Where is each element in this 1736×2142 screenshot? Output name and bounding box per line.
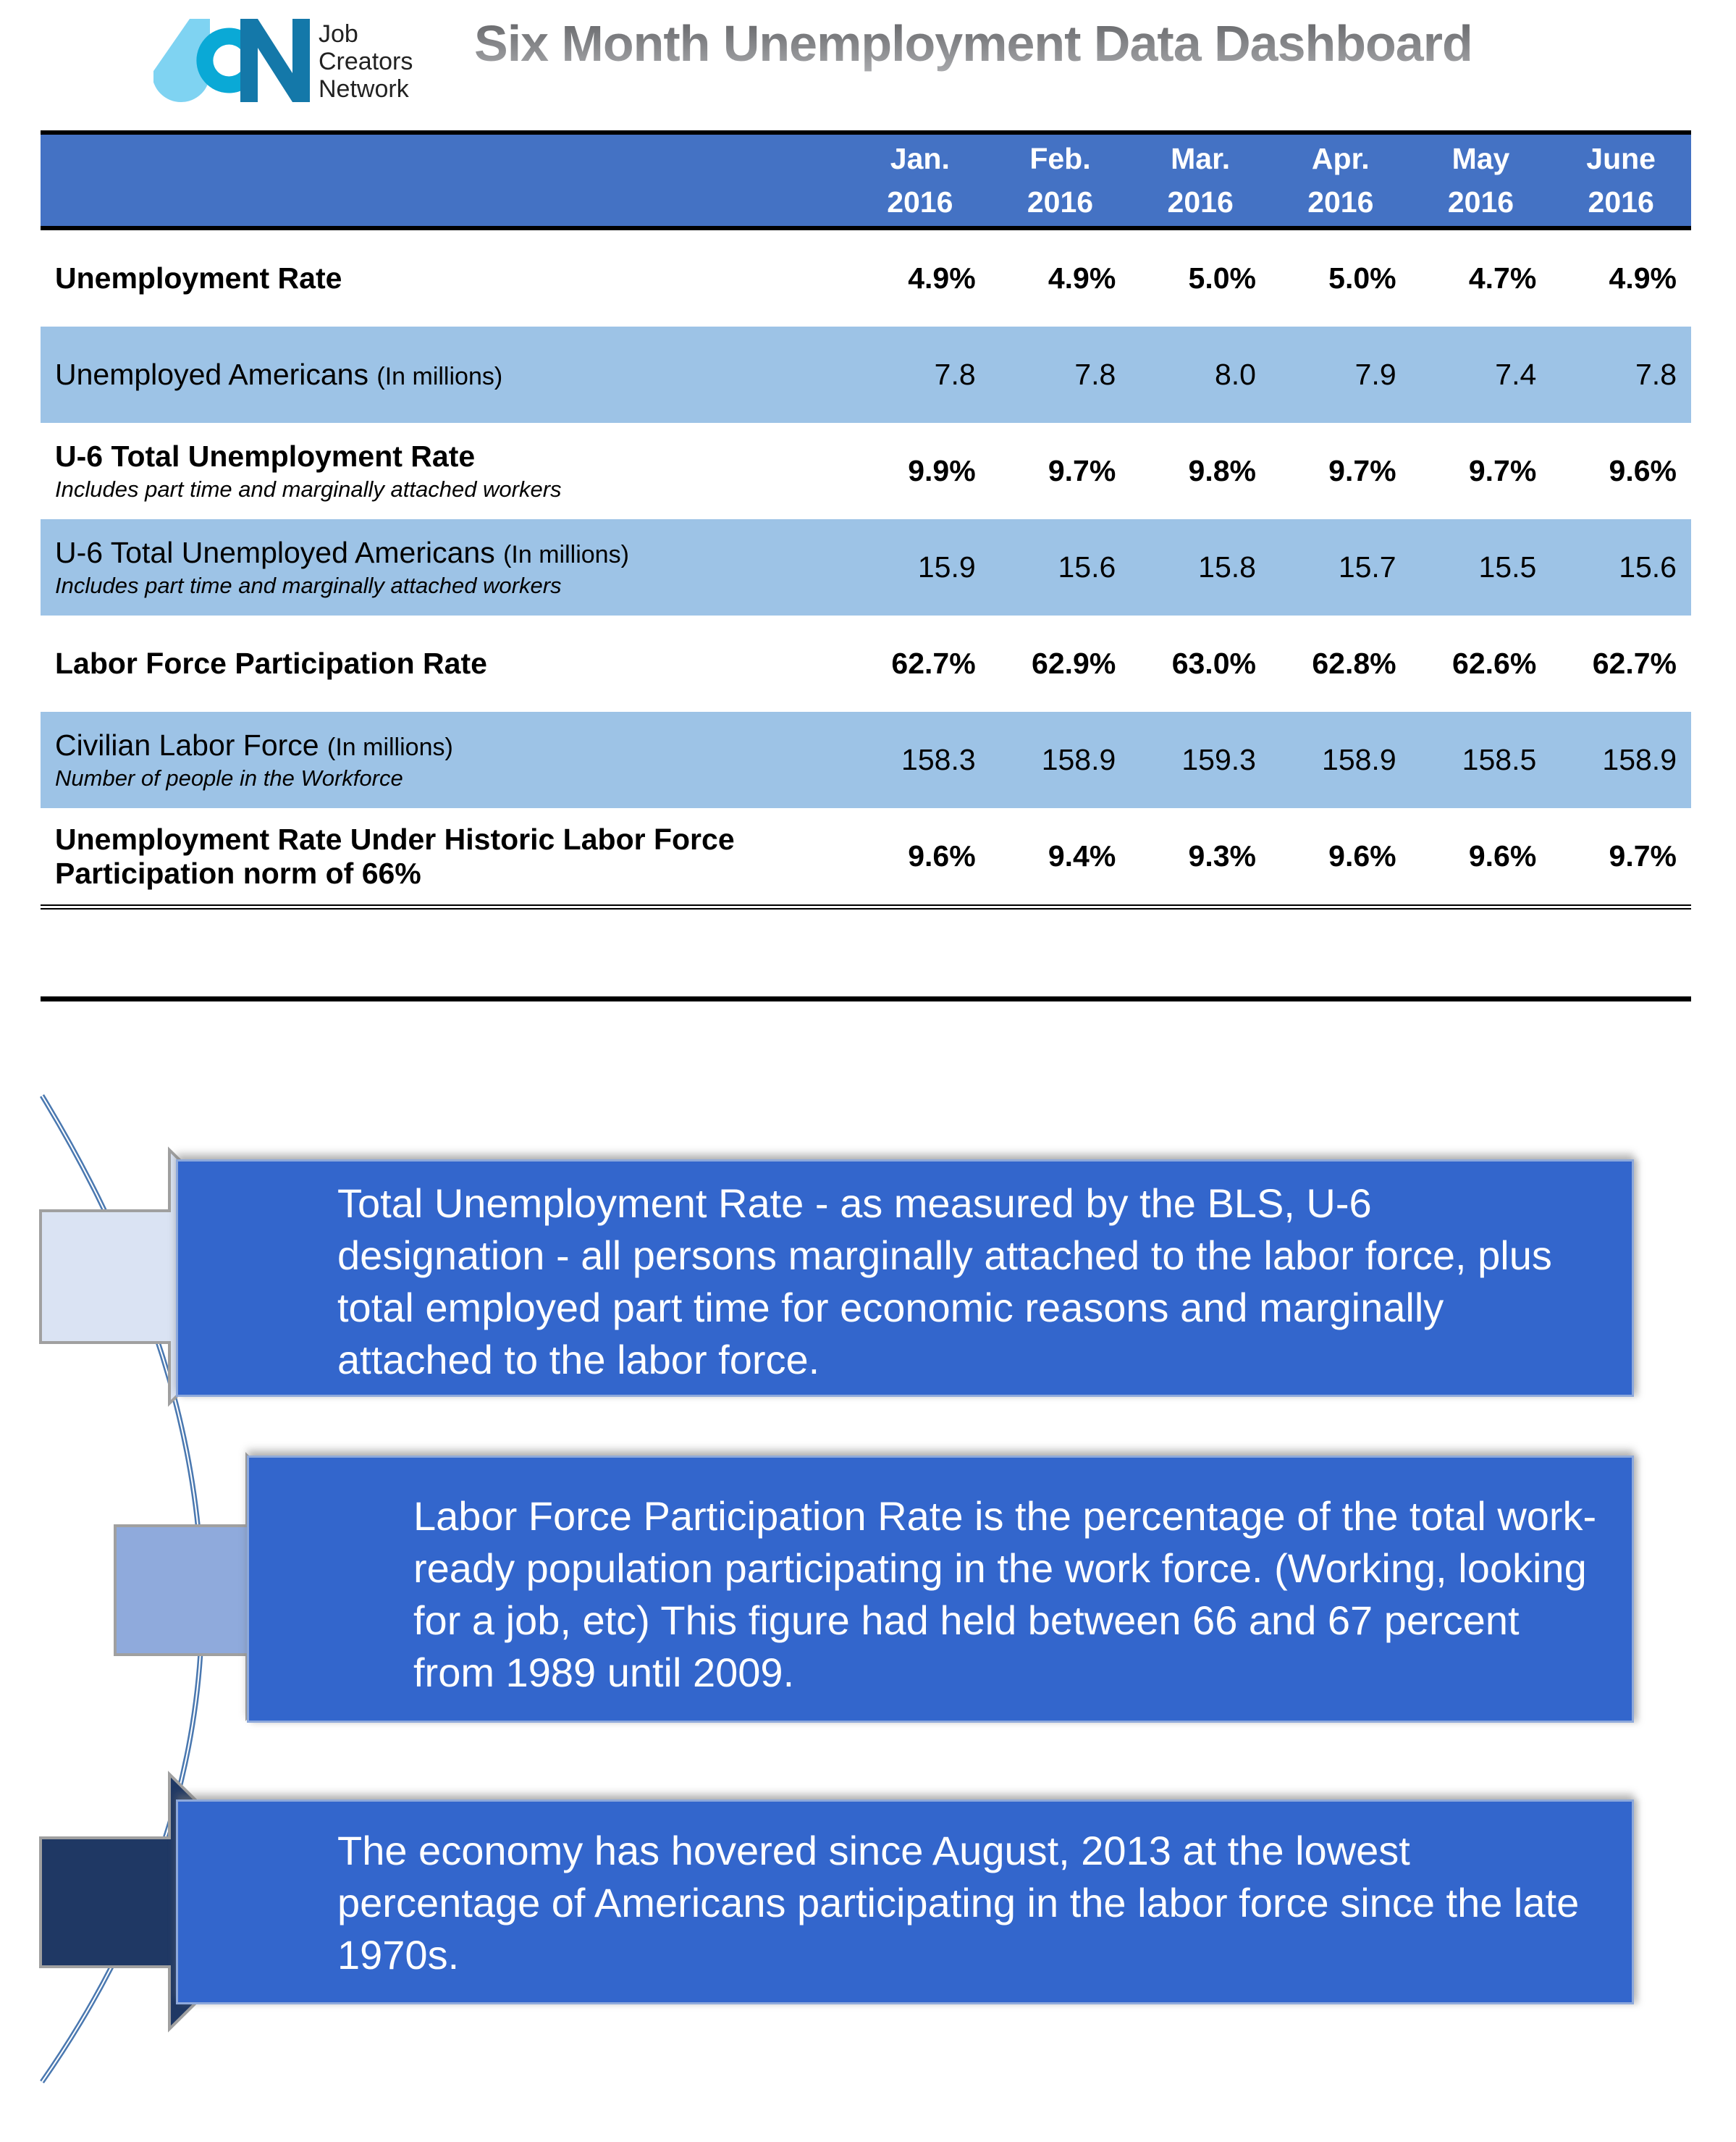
row-label-cell: Unemployment Rate Under Historic Labor F… — [41, 808, 850, 910]
value-cell: 9.3% — [1130, 808, 1271, 910]
jcn-logo: Job Creators Network — [152, 19, 458, 103]
note-box-economy: The economy has hovered since August, 20… — [176, 1799, 1634, 2004]
value-cell: 15.8 — [1130, 519, 1271, 616]
value-cell: 63.0% — [1171, 647, 1256, 680]
value-cell: 15.6 — [990, 519, 1131, 616]
table-header-row: Jan. 2016 Feb. 2016 Mar. 2016 Apr. 2016 May 2… — [41, 130, 1691, 230]
row-label-cell: U-6 Total Unemployment Rate Includes part… — [41, 423, 850, 519]
value-cell: 159.3 — [1130, 712, 1271, 808]
column-header: Feb. 2016 — [990, 130, 1131, 230]
page-title: Six Month Unemployment Data Dashboard — [474, 15, 1473, 72]
value-cell: 15.7 — [1270, 519, 1411, 616]
value-cell: 9.6% — [850, 808, 990, 910]
value-cell: 62.7% — [1592, 647, 1677, 680]
table-row: Labor Force Participation Rate 62.7% 62.9%… — [41, 616, 1691, 712]
row-unit: (In millions) — [327, 734, 453, 761]
column-header: Apr. 2016 — [1270, 130, 1411, 230]
row-label: Unemployed Americans — [55, 358, 377, 391]
value-cell: 15.5 — [1410, 519, 1551, 616]
note-text: The economy has hovered since August, 20… — [337, 1828, 1580, 1978]
value-cell: 15.9 — [850, 519, 990, 616]
value-cell: 4.9% — [908, 261, 976, 295]
value-cell: 9.4% — [990, 808, 1131, 910]
value-cell: 4.9% — [1609, 261, 1677, 295]
value-cell: 9.7% — [1551, 808, 1691, 910]
table-row: Unemployed Americans (In millions) 7.8 7.8… — [41, 327, 1691, 423]
note-box-participation: Labor Force Participation Rate is the pe… — [247, 1456, 1634, 1723]
value-cell: 7.8 — [990, 327, 1131, 423]
value-cell: 7.8 — [850, 327, 990, 423]
row-label-cell: Unemployed Americans (In millions) — [41, 327, 850, 423]
table-row: Unemployment Rate Under Historic Labor F… — [41, 808, 1691, 910]
unemployment-data-table: Jan. 2016 Feb. 2016 Mar. 2016 Apr. 2016 May 2… — [41, 130, 1691, 910]
value-cell: 158.9 — [1551, 712, 1691, 808]
column-header: June 2016 — [1551, 130, 1691, 230]
svg-text:Network: Network — [319, 75, 410, 102]
row-label: U-6 Total Unemployment Rate — [55, 440, 476, 473]
row-label: Unemployment Rate — [55, 261, 342, 295]
value-cell: 8.0 — [1130, 327, 1271, 423]
row-label: Unemployment Rate Under Historic Labor F… — [55, 822, 735, 890]
row-label: Labor Force Participation Rate — [55, 647, 487, 680]
table-row: U-6 Total Unemployment Rate Includes part… — [41, 423, 1691, 519]
note-box-u6: Total Unemployment Rate - as measured by… — [176, 1159, 1634, 1397]
row-label-cell: Unemployment Rate — [41, 228, 850, 327]
table-row: Unemployment Rate 4.9% 4.9% 5.0% 5.0% 4.7% 4.9… — [41, 228, 1691, 327]
value-cell: 62.7% — [891, 647, 976, 680]
table-row: U-6 Total Unemployed Americans (In milli… — [41, 519, 1691, 616]
value-cell: 158.9 — [990, 712, 1131, 808]
header-label-cell — [41, 130, 850, 230]
value-cell: 9.6% — [1410, 808, 1551, 910]
value-cell: 4.9% — [1048, 261, 1116, 295]
note-text: Total Unemployment Rate - as measured by… — [337, 1180, 1552, 1382]
value-cell: 62.9% — [1032, 647, 1116, 680]
value-cell: 5.0% — [1328, 261, 1396, 295]
value-cell: 158.3 — [850, 712, 990, 808]
value-cell: 62.8% — [1312, 647, 1396, 680]
value-cell: 4.7% — [1468, 261, 1537, 295]
value-cell: 158.5 — [1410, 712, 1551, 808]
svg-text:Job: Job — [319, 20, 358, 48]
column-header: Mar. 2016 — [1130, 130, 1271, 230]
value-cell: 7.8 — [1551, 327, 1691, 423]
row-unit: (In millions) — [503, 541, 629, 568]
value-cell: 62.6% — [1452, 647, 1537, 680]
row-label-cell: Labor Force Participation Rate — [41, 616, 850, 712]
column-header: May 2016 — [1410, 130, 1551, 230]
section-divider — [41, 996, 1691, 1001]
row-label-cell: U-6 Total Unemployed Americans (In milli… — [41, 519, 850, 616]
value-cell: 9.6% — [1609, 454, 1677, 487]
column-header: Jan. 2016 — [850, 130, 990, 230]
value-cell: 9.8% — [1188, 454, 1256, 487]
value-cell: 9.7% — [1328, 454, 1396, 487]
value-cell: 158.9 — [1270, 712, 1411, 808]
svg-text:Creators: Creators — [319, 48, 413, 75]
value-cell: 9.7% — [1468, 454, 1537, 487]
row-label: Civilian Labor Force — [55, 728, 327, 762]
row-note: Includes part time and marginally attach… — [55, 573, 562, 598]
value-cell: 9.6% — [1270, 808, 1411, 910]
value-cell: 5.0% — [1188, 261, 1256, 295]
row-unit: (In millions) — [376, 363, 503, 390]
table-row: Civilian Labor Force (In millions) Number… — [41, 712, 1691, 808]
row-label: U-6 Total Unemployed Americans — [55, 536, 504, 569]
value-cell: 15.6 — [1551, 519, 1691, 616]
value-cell: 7.9 — [1270, 327, 1411, 423]
value-cell: 9.9% — [908, 454, 976, 487]
row-note: Includes part time and marginally attach… — [55, 476, 562, 502]
value-cell: 7.4 — [1410, 327, 1551, 423]
row-note: Number of people in the Workforce — [55, 765, 403, 791]
note-text: Labor Force Participation Rate is the pe… — [413, 1493, 1597, 1695]
value-cell: 9.7% — [1048, 454, 1116, 487]
row-label-cell: Civilian Labor Force (In millions) Number… — [41, 712, 850, 808]
